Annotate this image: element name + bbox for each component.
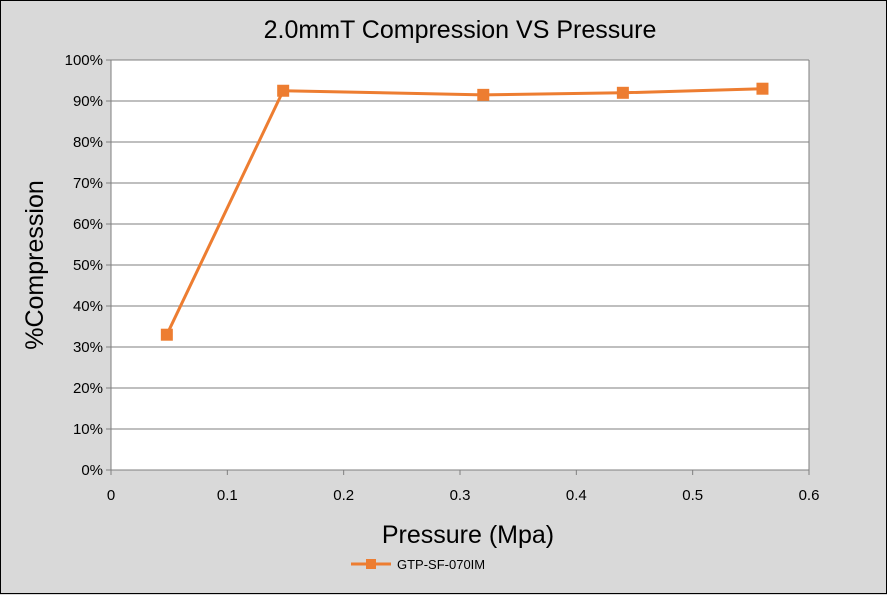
y-tick-label: 10%: [73, 421, 103, 438]
series-group: [160, 82, 769, 341]
y-tick-labels: 0% 10% 20% 30% 40% 50% 60% 70% 80% 90% 100%: [65, 52, 103, 479]
x-tick-label: 0.4: [566, 487, 587, 504]
data-point: [756, 82, 769, 95]
x-tick-label: 0.6: [799, 487, 820, 504]
legend-marker: [366, 559, 376, 569]
y-tick-label: 80%: [73, 134, 103, 151]
y-tick-label: 60%: [73, 216, 103, 233]
x-axis-label: Pressure (Mpa): [382, 521, 554, 549]
x-tick-label: 0.2: [333, 487, 354, 504]
y-tick-label: 50%: [73, 257, 103, 274]
chart-title: 2.0mmT Compression VS Pressure: [264, 16, 657, 44]
legend: GTP-SF-070IM: [351, 557, 485, 572]
x-tick-label: 0.3: [450, 487, 471, 504]
data-point: [477, 88, 490, 101]
y-axis-label: %Compression: [21, 180, 49, 350]
y-tick-label: 0%: [81, 462, 103, 479]
x-tick-labels: 0 0.1 0.2 0.3 0.4 0.5 0.6: [107, 487, 820, 504]
legend-label: GTP-SF-070IM: [397, 557, 485, 572]
data-point: [616, 86, 629, 99]
axes: [106, 59, 810, 475]
data-point: [277, 84, 290, 97]
y-tick-label: 30%: [73, 339, 103, 356]
grid-lines: [111, 59, 809, 430]
x-tick-label: 0: [107, 487, 115, 504]
x-tick-label: 0.1: [217, 487, 238, 504]
y-tick-label: 90%: [73, 93, 103, 110]
y-tick-label: 20%: [73, 380, 103, 397]
data-point: [160, 328, 173, 341]
y-tick-label: 100%: [65, 52, 103, 69]
y-tick-label: 40%: [73, 298, 103, 315]
x-tick-label: 0.5: [682, 487, 703, 504]
y-tick-label: 70%: [73, 175, 103, 192]
